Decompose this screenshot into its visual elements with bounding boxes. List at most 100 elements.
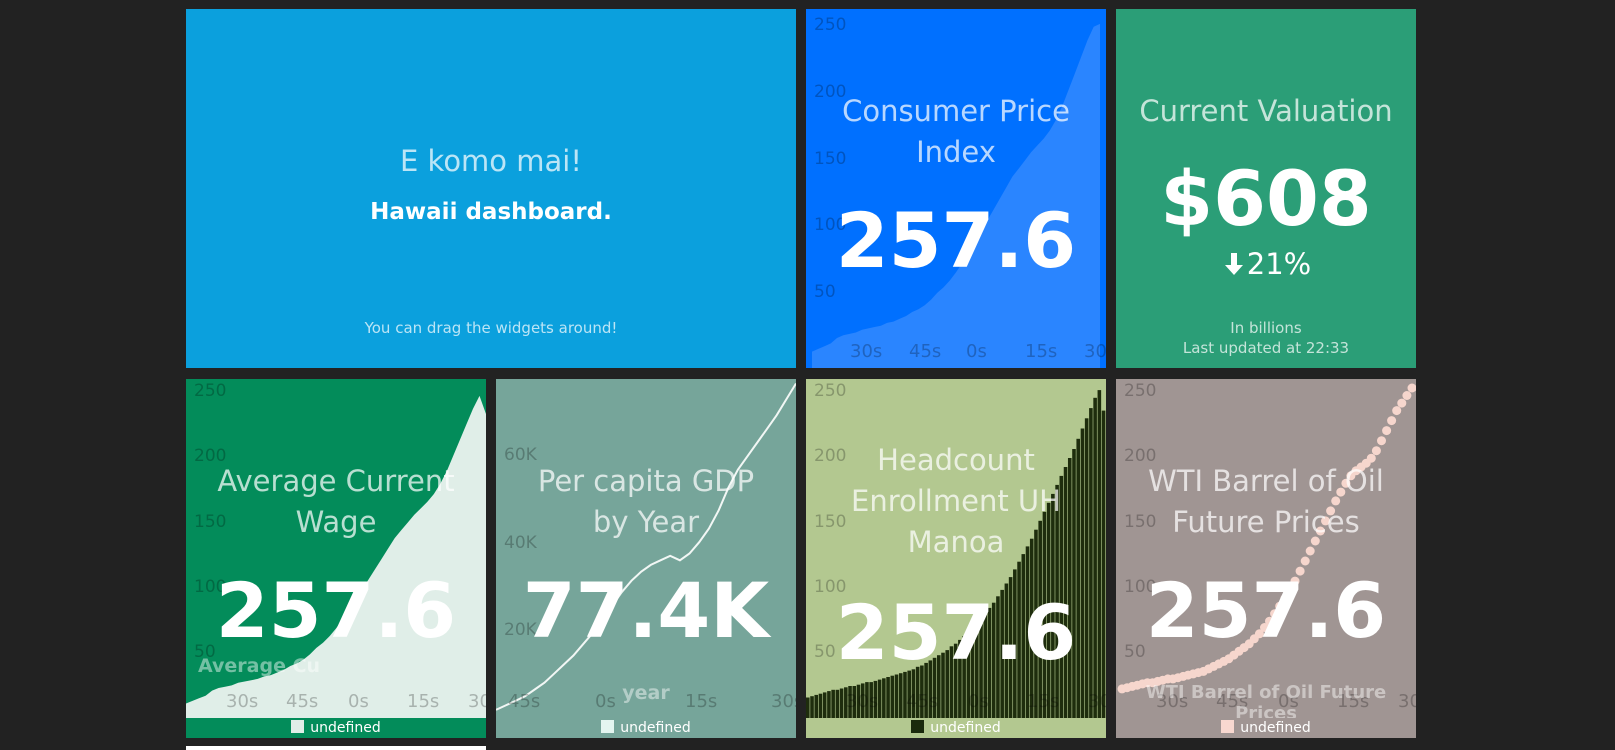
bar	[1080, 428, 1085, 718]
bar	[1029, 538, 1034, 718]
y-tick-label: 200	[1124, 446, 1157, 466]
y-tick-label: 200	[814, 446, 847, 466]
y-tick-label: 100	[814, 577, 847, 597]
bar	[852, 686, 857, 718]
bar	[814, 694, 819, 718]
x-tick-label: 0s	[966, 341, 987, 362]
bar	[1021, 554, 1026, 718]
bar	[898, 673, 903, 718]
welcome-title: E komo mai!	[400, 144, 582, 178]
scatter-point	[1310, 536, 1320, 546]
scatter-point	[1254, 629, 1264, 639]
bar	[911, 669, 916, 718]
area-series	[812, 23, 1100, 368]
valuation-widget[interactable]: Current Valuation $608 21% In billions L…	[1116, 9, 1416, 368]
bar	[1084, 418, 1089, 718]
wage-widget[interactable]: 250 200 150 100 50 Average Cu 30s 45s 0s…	[186, 379, 486, 738]
scatter-point	[1290, 576, 1300, 586]
wti-value: 257.6	[1145, 566, 1387, 655]
legend-swatch	[291, 720, 305, 733]
bar	[932, 657, 937, 718]
scatter-point	[1366, 453, 1376, 463]
legend-label: undefined	[310, 720, 381, 736]
line-series	[496, 382, 796, 711]
y-tick-label: 60K	[504, 445, 537, 465]
bar	[810, 696, 814, 718]
y-tick-label: 40K	[504, 533, 537, 553]
gdp-chart	[496, 382, 796, 711]
bar	[1059, 475, 1064, 718]
arrow-down-icon	[1224, 253, 1243, 275]
x-tick-label: 15s	[1027, 691, 1060, 712]
bar	[941, 652, 945, 718]
bar	[920, 665, 924, 718]
bar	[848, 686, 852, 718]
scatter-point	[1331, 496, 1341, 506]
gdp-widget[interactable]: 60K 40K 20K year 45s 0s 15s 30s Per capi…	[496, 379, 796, 738]
x-tick-label: 15s	[1025, 341, 1058, 362]
bar	[1038, 520, 1042, 718]
x-tick-label: 0s	[595, 691, 616, 712]
bar	[1042, 511, 1047, 718]
headcount-widget[interactable]: 250 200 150 100 50 30s 45s 0s 15s 30s He…	[806, 379, 1106, 738]
x-tick-label: 0s	[348, 691, 369, 712]
bar	[996, 596, 1000, 718]
y-tick-label: 150	[814, 149, 847, 169]
bar	[1034, 529, 1038, 718]
y-tick-label: 50	[1124, 642, 1146, 662]
x-tick-label: 30s	[1156, 691, 1189, 712]
y-tick-label: 200	[194, 446, 227, 466]
bar	[886, 677, 890, 718]
gdp-title: Per capita GDP by Year	[537, 464, 755, 539]
x-tick-label: 30s	[1398, 691, 1416, 712]
welcome-widget[interactable]: E komo mai! Hawaii dashboard. You can dr…	[186, 9, 796, 368]
scatter-point	[1407, 383, 1416, 393]
wti-title: WTI Barrel of Oil Future Prices	[1148, 464, 1384, 539]
cpi-widget[interactable]: 250 200 150 100 50 30s 45s 0s 15s 30s Co…	[806, 9, 1106, 368]
y-tick-label: 50	[194, 642, 216, 662]
bar	[1004, 583, 1009, 718]
y-tick-label: 250	[194, 381, 227, 401]
scatter-point	[1275, 601, 1285, 611]
scatter-point	[1315, 526, 1325, 536]
y-tick-label: 150	[1124, 512, 1157, 532]
wage-title: Average Current Wage	[217, 464, 455, 539]
scatter-point	[1336, 487, 1346, 497]
x-tick-label: 45s	[906, 691, 939, 712]
bar	[877, 679, 882, 718]
x-tick-label: 15s	[685, 691, 718, 712]
scatter-point	[1382, 426, 1392, 436]
y-tick-label: 20K	[504, 620, 537, 640]
y-tick-label: 150	[814, 512, 847, 532]
bar	[831, 689, 835, 718]
wage-chart	[186, 395, 486, 719]
bar	[1101, 410, 1106, 718]
scatter-point	[1377, 436, 1386, 446]
scatter-point	[1402, 391, 1412, 400]
scatter-point	[1260, 623, 1269, 632]
bar	[979, 618, 983, 718]
wti-widget[interactable]: 250 200 150 100 50 30s 45s 0s 15s 30s WT…	[1116, 379, 1416, 738]
scatter-point	[1321, 516, 1330, 526]
scatter-point	[1295, 566, 1305, 576]
bar	[915, 666, 920, 718]
legend-swatch	[1221, 720, 1235, 733]
bar	[991, 602, 996, 718]
next-widget-edge[interactable]	[186, 746, 486, 750]
y-tick-label: 100	[814, 215, 847, 235]
bar	[860, 683, 865, 718]
x-tick-label: 15s	[407, 691, 440, 712]
bar	[1055, 484, 1059, 718]
valuation-title: Current Valuation	[1139, 94, 1393, 128]
headcount-legend: undefined	[806, 718, 1106, 738]
gdp-legend: undefined	[496, 718, 796, 738]
bar	[928, 660, 933, 718]
scatter-point	[1300, 556, 1310, 566]
bar	[890, 675, 895, 718]
bar	[970, 628, 975, 718]
bar	[924, 662, 928, 718]
headcount-value: 257.6	[835, 588, 1077, 677]
cpi-value: 257.6	[835, 196, 1077, 285]
bar	[936, 655, 941, 718]
valuation-more-info: In billions	[1230, 319, 1302, 337]
